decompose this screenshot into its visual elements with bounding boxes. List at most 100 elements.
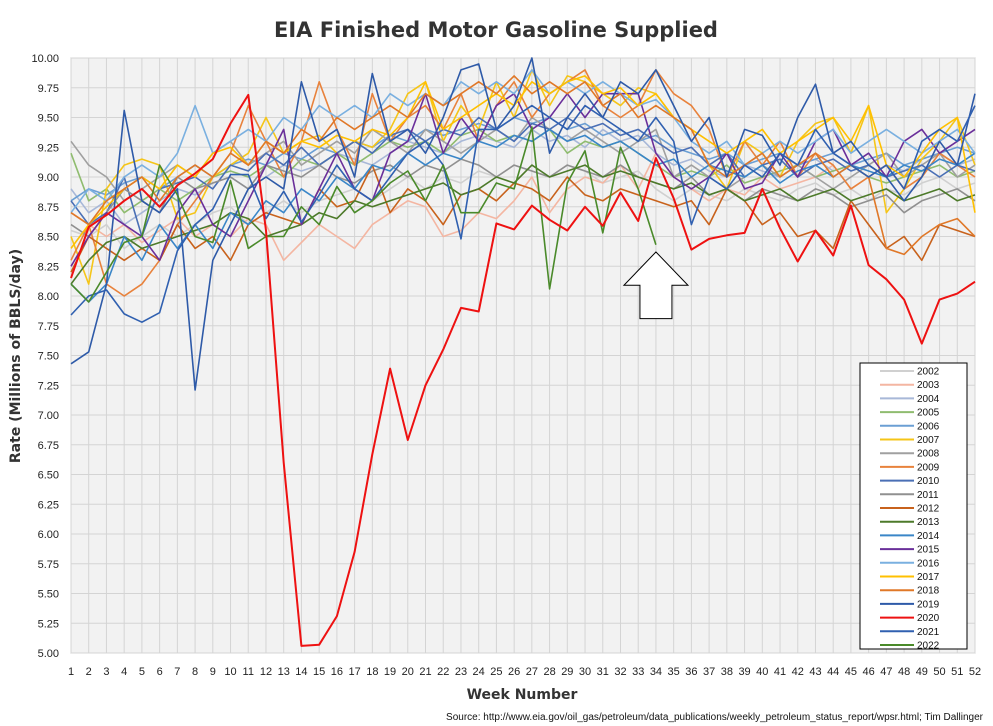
x-tick-label: 18	[366, 666, 378, 678]
x-tick-label: 24	[473, 666, 485, 678]
y-tick-label: 8.00	[38, 291, 59, 303]
x-tick-label: 13	[278, 666, 290, 678]
legend-label-2014: 2014	[917, 531, 940, 542]
legend-label-2009: 2009	[917, 462, 940, 473]
x-tick-label: 33	[632, 666, 644, 678]
legend: 2002 2003 2004 2005 2006 2007 2008 2009 2010 2011…	[859, 362, 968, 652]
legend-label-2007: 2007	[917, 435, 940, 446]
legend-label-2002: 2002	[917, 367, 940, 378]
x-tick-label: 52	[969, 666, 981, 678]
legend-label-2020: 2020	[917, 613, 940, 624]
legend-label-2006: 2006	[917, 421, 940, 432]
x-tick-label: 43	[809, 666, 821, 678]
x-tick-label: 34	[650, 666, 662, 678]
x-tick-label: 7	[174, 666, 180, 678]
legend-label-2021: 2021	[917, 627, 940, 638]
y-tick-label: 5.00	[38, 648, 59, 660]
x-tick-label: 42	[792, 666, 804, 678]
x-tick-label: 26	[508, 666, 520, 678]
y-tick-label: 6.50	[38, 470, 59, 482]
series-line-2021	[70, 104, 976, 324]
x-tick-label: 17	[348, 666, 360, 678]
source-note: Source: http://www.eia.gov/oil_gas/petro…	[446, 712, 984, 723]
y-tick-label: 5.50	[38, 589, 59, 601]
x-tick-label: 44	[827, 666, 839, 678]
y-tick-label: 8.50	[38, 232, 59, 244]
x-tick-label: 4	[121, 666, 127, 678]
series-line-2018	[70, 75, 976, 256]
y-tick-label: 7.50	[38, 351, 59, 363]
legend-label-2008: 2008	[917, 449, 940, 460]
legend-label-2017: 2017	[917, 572, 940, 583]
y-axis-ticks: 5.00 5.25 5.50 5.75 6.00 6.25 6.50 6.75 7.00 7.25…	[31, 53, 59, 660]
x-tick-label: 16	[331, 666, 343, 678]
y-tick-label: 8.75	[38, 202, 59, 214]
x-tick-label: 3	[103, 666, 109, 678]
x-tick-label: 12	[260, 666, 272, 678]
y-tick-label: 5.25	[38, 618, 59, 630]
x-tick-label: 10	[224, 666, 236, 678]
legend-label-2011: 2011	[917, 490, 939, 501]
x-tick-label: 20	[402, 666, 414, 678]
y-tick-label: 9.25	[38, 142, 59, 154]
x-tick-label: 39	[738, 666, 750, 678]
x-tick-label: 38	[721, 666, 733, 678]
chart-title: EIA Finished Motor Gasoline Supplied	[274, 18, 718, 42]
legend-label-2018: 2018	[917, 586, 940, 597]
legend-label-2013: 2013	[917, 517, 940, 528]
x-tick-label: 14	[295, 666, 307, 678]
legend-label-2015: 2015	[917, 545, 940, 556]
y-tick-label: 6.75	[38, 440, 59, 452]
legend-label-2005: 2005	[917, 408, 940, 419]
y-tick-label: 5.75	[38, 559, 59, 571]
legend-label-2012: 2012	[917, 504, 940, 515]
x-tick-label: 8	[192, 666, 198, 678]
series-line-2012	[70, 164, 976, 273]
legend-label-2004: 2004	[917, 394, 940, 405]
y-tick-label: 7.00	[38, 410, 59, 422]
legend-label-2010: 2010	[917, 476, 940, 487]
x-tick-label: 25	[490, 666, 502, 678]
legend-label-2022: 2022	[917, 641, 940, 652]
x-tick-label: 29	[561, 666, 573, 678]
x-tick-label: 37	[703, 666, 715, 678]
x-tick-label: 23	[455, 666, 467, 678]
series-line-2020	[70, 93, 976, 647]
x-tick-label: 28	[543, 666, 555, 678]
x-tick-label: 32	[614, 666, 626, 678]
x-tick-label: 27	[526, 666, 538, 678]
up-arrow-annotation	[622, 251, 690, 320]
x-tick-label: 49	[916, 666, 928, 678]
y-tick-label: 9.75	[38, 83, 59, 95]
series-lines	[70, 57, 976, 647]
x-tick-label: 19	[384, 666, 396, 678]
x-tick-label: 41	[774, 666, 786, 678]
legend-label-2003: 2003	[917, 380, 940, 391]
x-tick-label: 40	[756, 666, 768, 678]
x-tick-label: 35	[668, 666, 680, 678]
series-line-2010	[70, 116, 976, 238]
legend-label-2019: 2019	[917, 599, 940, 610]
x-tick-label: 22	[437, 666, 449, 678]
x-tick-label: 48	[898, 666, 910, 678]
x-tick-label: 5	[139, 666, 145, 678]
x-tick-label: 9	[210, 666, 216, 678]
x-tick-label: 47	[880, 666, 892, 678]
y-axis-label: Rate (Millions of BBLS/day)	[8, 249, 24, 463]
legend-label-2016: 2016	[917, 558, 940, 569]
y-tick-label: 7.75	[38, 321, 59, 333]
x-tick-label: 36	[685, 666, 697, 678]
series-line-2017	[70, 75, 976, 249]
y-tick-label: 9.50	[38, 113, 59, 125]
x-tick-label: 31	[597, 666, 609, 678]
x-axis-label: Week Number	[467, 687, 578, 703]
x-tick-label: 51	[951, 666, 963, 678]
x-tick-label: 21	[419, 666, 431, 678]
y-tick-label: 8.25	[38, 261, 59, 273]
x-tick-label: 6	[157, 666, 163, 678]
gridlines	[70, 57, 976, 654]
x-tick-label: 11	[243, 666, 254, 678]
x-axis-ticks: 1 2 3 4 5 6 7 8 9 10 11 12 13 14 15 16 17 18 19 20 21 22 23 24 2…	[68, 666, 981, 678]
x-tick-label: 30	[579, 666, 591, 678]
